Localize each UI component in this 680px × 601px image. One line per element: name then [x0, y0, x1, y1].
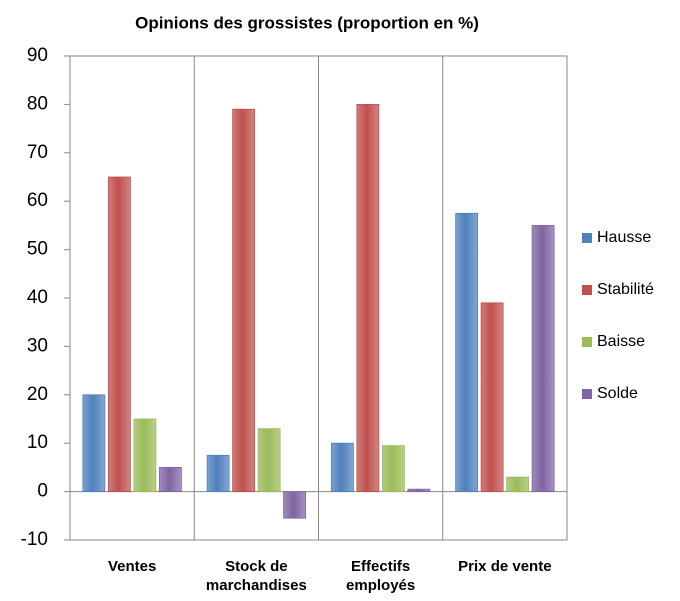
bar: [232, 108, 256, 492]
y-tick-label: -10: [21, 529, 48, 550]
bar: [506, 476, 530, 492]
legend-swatch: [582, 337, 592, 347]
bar: [407, 488, 431, 492]
bar: [531, 224, 555, 493]
bar: [381, 445, 405, 492]
bar: [107, 176, 131, 493]
bar: [257, 428, 281, 492]
chart-title: Opinions des grossistes (proportion en %…: [135, 13, 479, 32]
bar: [455, 212, 479, 492]
x-tick-label: Stock de marchandises: [205, 558, 307, 594]
bar: [82, 394, 106, 492]
y-tick-label: 30: [27, 335, 48, 356]
bar: [480, 302, 504, 492]
bar: [133, 418, 157, 492]
legend-swatch: [582, 285, 592, 295]
y-tick-label: 20: [27, 384, 48, 405]
legend-label: Baisse: [597, 333, 645, 350]
legend-label: Hausse: [597, 229, 651, 246]
bar: [283, 491, 307, 519]
legend-label: Stabilité: [597, 281, 654, 298]
y-tick-label: 40: [27, 287, 48, 308]
x-tick-label: Prix de vente: [458, 558, 552, 575]
legend-label: Solde: [597, 385, 638, 402]
bar: [330, 442, 354, 493]
bar: [158, 466, 182, 492]
bar: [206, 454, 230, 492]
legend-swatch: [582, 233, 592, 243]
y-tick-label: 70: [27, 142, 48, 163]
legend-swatch: [582, 389, 592, 399]
x-tick-label: Effectifs employés: [346, 558, 416, 594]
y-tick-label: 10: [27, 432, 48, 453]
bar: [356, 104, 380, 493]
x-tick-label: Ventes: [107, 558, 157, 575]
y-tick-label: 80: [27, 93, 48, 114]
y-tick-label: 0: [37, 481, 48, 502]
y-tick-label: 50: [27, 239, 48, 260]
y-tick-label: 90: [27, 45, 48, 66]
y-tick-label: 60: [27, 190, 48, 211]
